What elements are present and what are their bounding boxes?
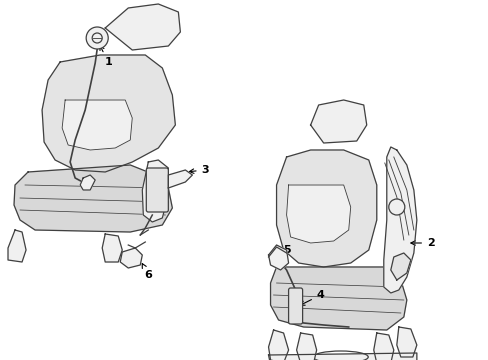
Polygon shape xyxy=(390,253,410,280)
Polygon shape xyxy=(268,353,416,360)
Polygon shape xyxy=(62,100,132,150)
Polygon shape xyxy=(270,267,406,330)
Text: 6: 6 xyxy=(142,264,152,280)
Polygon shape xyxy=(396,327,416,357)
Polygon shape xyxy=(80,175,95,190)
Polygon shape xyxy=(42,55,175,172)
Polygon shape xyxy=(286,185,350,243)
Polygon shape xyxy=(276,150,376,267)
Polygon shape xyxy=(105,4,180,50)
Circle shape xyxy=(388,199,404,215)
Polygon shape xyxy=(168,170,192,188)
Polygon shape xyxy=(142,160,168,222)
FancyBboxPatch shape xyxy=(146,168,168,212)
Text: 3: 3 xyxy=(189,165,209,175)
Text: 5: 5 xyxy=(277,245,290,256)
Text: 4: 4 xyxy=(300,290,324,305)
Text: 1: 1 xyxy=(100,46,112,67)
Polygon shape xyxy=(120,248,142,268)
Polygon shape xyxy=(268,330,288,360)
Polygon shape xyxy=(373,333,393,360)
Circle shape xyxy=(86,27,108,49)
Polygon shape xyxy=(102,234,122,262)
Polygon shape xyxy=(296,333,316,360)
Polygon shape xyxy=(268,245,288,270)
Polygon shape xyxy=(310,100,366,143)
Polygon shape xyxy=(8,230,26,262)
Polygon shape xyxy=(14,165,172,232)
Polygon shape xyxy=(383,147,416,293)
Text: 2: 2 xyxy=(410,238,434,248)
FancyBboxPatch shape xyxy=(288,288,302,324)
